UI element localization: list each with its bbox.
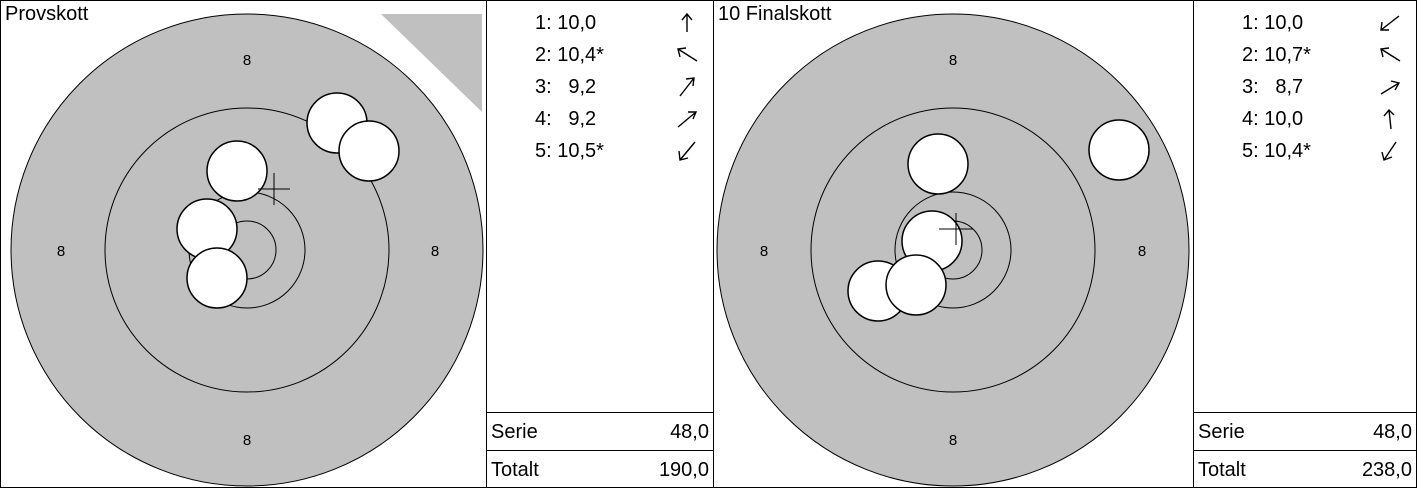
shot-value: 2: 10,4* bbox=[535, 44, 604, 66]
totalt-row: Totalt 238,0 bbox=[1194, 450, 1416, 488]
ring-label-left: 8 bbox=[57, 243, 65, 260]
ring-label-left: 8 bbox=[760, 243, 768, 260]
target-svg: 8 8 8 8 bbox=[716, 13, 1190, 487]
ring-label-top: 8 bbox=[243, 52, 251, 69]
score-panel-finalskott: 1: 10,0 2: 10,7* 3: 8,7 4: 10,0 5: 10,4*… bbox=[1194, 0, 1417, 488]
direction-indicator-triangle bbox=[381, 14, 482, 112]
ring-label-top: 8 bbox=[949, 52, 957, 69]
serie-value: 48,0 bbox=[1373, 421, 1412, 443]
target-panel-provskott: 8 8 8 8 Provskott bbox=[0, 0, 487, 488]
arrow-up-icon bbox=[1383, 108, 1395, 130]
target-ring-9 bbox=[104, 107, 390, 393]
shot-row: 4: 10,0 bbox=[1194, 104, 1416, 134]
arrow-down-left-icon bbox=[1380, 15, 1400, 31]
totalt-value: 238,0 bbox=[1361, 459, 1412, 481]
shot-hole bbox=[338, 120, 400, 182]
totalt-label: Totalt bbox=[1198, 459, 1246, 481]
arrow-up-right-icon bbox=[1380, 80, 1401, 95]
shot-value: 4: 9,2 bbox=[535, 108, 597, 130]
shot-hole bbox=[186, 247, 248, 309]
shot-row: 1: 10,0 bbox=[1194, 8, 1416, 38]
ring-label-right: 8 bbox=[431, 243, 439, 260]
shot-value: 3: 9,2 bbox=[535, 76, 597, 98]
score-panel-provskott: 1: 10,0 2: 10,4* 3: 9,2 4: 9,2 5: 10,5* … bbox=[487, 0, 714, 488]
shot-hole bbox=[206, 140, 268, 202]
target-outer-ring bbox=[10, 13, 484, 487]
arrow-down-left-icon bbox=[678, 141, 696, 161]
shot-hole bbox=[907, 133, 969, 195]
arrow-down-left-icon bbox=[1381, 141, 1397, 161]
ring-label-bottom: 8 bbox=[243, 432, 251, 449]
arrow-up-left-icon bbox=[1380, 47, 1401, 62]
totalt-row: Totalt 190,0 bbox=[487, 450, 713, 488]
shot-row: 5: 10,4* bbox=[1194, 136, 1416, 166]
target-svg: 8 8 8 8 bbox=[10, 13, 484, 487]
shot-value: 1: 10,0 bbox=[1242, 12, 1304, 34]
mean-point-cross bbox=[258, 173, 290, 205]
shot-value: 5: 10,4* bbox=[1242, 140, 1311, 162]
shot-row: 2: 10,4* bbox=[487, 40, 713, 70]
arrow-up-right-icon bbox=[677, 111, 698, 128]
shot-value: 3: 8,7 bbox=[1242, 76, 1304, 98]
serie-row: Serie 48,0 bbox=[1194, 412, 1416, 450]
shot-value: 4: 10,0 bbox=[1242, 108, 1304, 130]
serie-value: 48,0 bbox=[670, 421, 709, 443]
shot-hole bbox=[1088, 119, 1150, 181]
totalt-value: 190,0 bbox=[658, 459, 709, 481]
mean-point-cross bbox=[939, 213, 973, 245]
serie-label: Serie bbox=[1198, 421, 1245, 443]
shot-value: 2: 10,7* bbox=[1242, 44, 1311, 66]
target-panel-finalskott: 8 8 8 8 10 Finalskott bbox=[714, 0, 1194, 488]
serie-row: Serie 48,0 bbox=[487, 412, 713, 450]
panel-title: Provskott bbox=[5, 3, 89, 25]
totalt-label: Totalt bbox=[491, 459, 539, 481]
serie-label: Serie bbox=[491, 421, 538, 443]
arrow-up-right-icon bbox=[679, 77, 695, 97]
target-ring-10 bbox=[894, 191, 1012, 309]
shot-row: 3: 9,2 bbox=[487, 72, 713, 102]
target-ring-9 bbox=[810, 107, 1096, 393]
panel-title: 10 Finalskott bbox=[718, 3, 832, 25]
shot-row: 2: 10,7* bbox=[1194, 40, 1416, 70]
shot-row: 3: 8,7 bbox=[1194, 72, 1416, 102]
arrow-up-left-icon bbox=[677, 47, 698, 62]
shot-row: 1: 10,0 bbox=[487, 8, 713, 38]
shot-value: 5: 10,5* bbox=[535, 140, 604, 162]
arrow-up-icon bbox=[681, 12, 693, 32]
shot-hole bbox=[885, 254, 947, 316]
ring-label-bottom: 8 bbox=[949, 432, 957, 449]
ring-label-right: 8 bbox=[1138, 243, 1146, 260]
shot-row: 5: 10,5* bbox=[487, 136, 713, 166]
shot-value: 1: 10,0 bbox=[535, 12, 597, 34]
shot-row: 4: 9,2 bbox=[487, 104, 713, 134]
